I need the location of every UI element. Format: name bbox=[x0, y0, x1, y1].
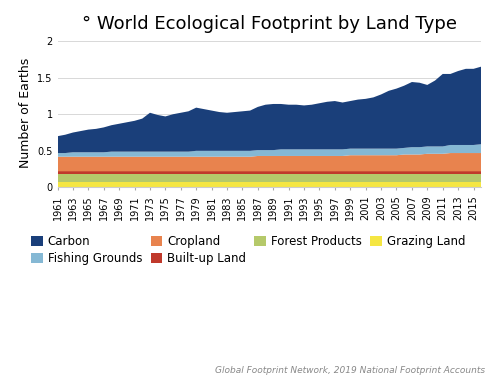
Title: ° World Ecological Footprint by Land Type: ° World Ecological Footprint by Land Typ… bbox=[82, 15, 457, 33]
Text: Global Footprint Network, 2019 National Footprint Accounts: Global Footprint Network, 2019 National … bbox=[215, 366, 485, 375]
Legend: Carbon, Fishing Grounds, Cropland, Built-up Land, Forest Products, Grazing Land: Carbon, Fishing Grounds, Cropland, Built… bbox=[32, 236, 465, 265]
Y-axis label: Number of Earths: Number of Earths bbox=[18, 57, 32, 168]
